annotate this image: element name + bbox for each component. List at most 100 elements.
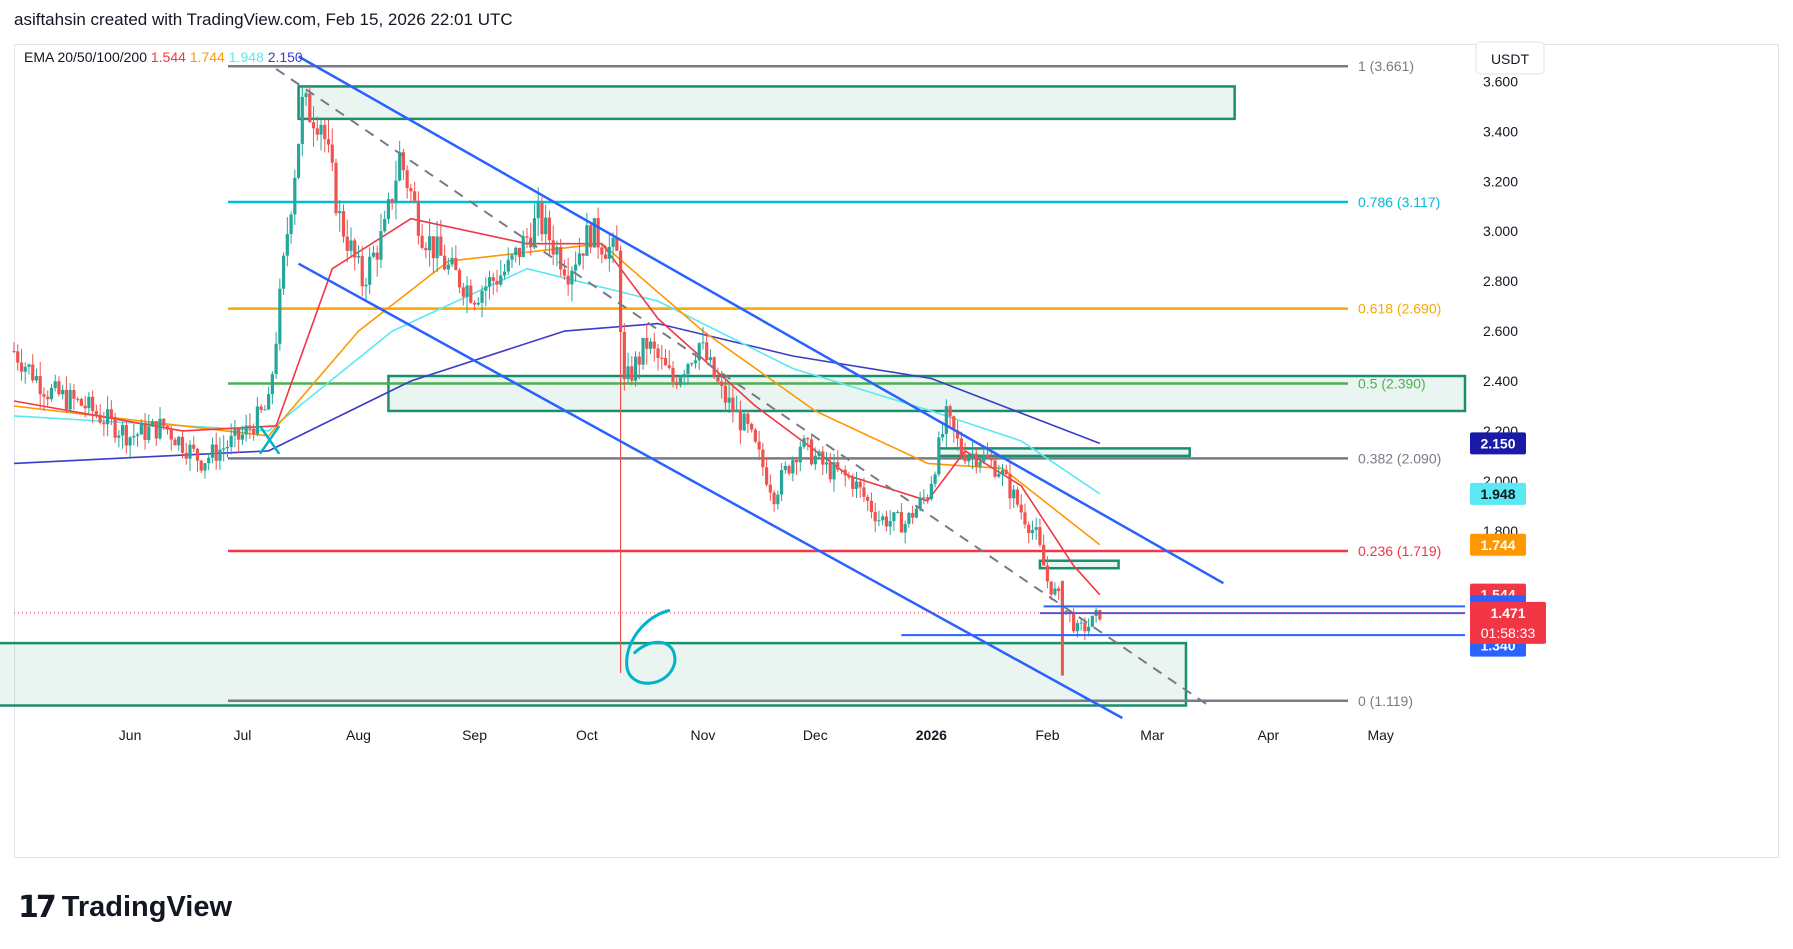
candle-body[interactable] [435, 236, 439, 259]
candle-body[interactable] [716, 377, 720, 382]
candle-body[interactable] [405, 170, 409, 189]
candle-body[interactable] [547, 217, 552, 241]
candle-body[interactable] [705, 342, 709, 361]
candle-body[interactable] [1023, 512, 1027, 525]
candle-body[interactable] [791, 460, 795, 474]
candle-body[interactable] [944, 406, 948, 435]
candle-body[interactable] [727, 397, 731, 403]
candle-body[interactable] [525, 236, 529, 238]
candle-body[interactable] [914, 508, 918, 518]
candle-body[interactable] [693, 360, 698, 364]
candle-body[interactable] [633, 356, 638, 381]
candle-body[interactable] [461, 287, 465, 297]
candle-body[interactable] [487, 277, 492, 287]
candle-body[interactable] [574, 264, 578, 271]
candle-body[interactable] [817, 451, 821, 456]
candle-body[interactable] [446, 264, 450, 270]
candle-body[interactable] [955, 430, 960, 439]
candle-body[interactable] [967, 456, 971, 462]
candle-body[interactable] [615, 237, 619, 251]
candle-body[interactable] [390, 199, 394, 203]
candle-body[interactable] [38, 376, 42, 395]
candle-body[interactable] [315, 128, 319, 135]
candle-body[interactable] [270, 374, 274, 395]
candle-body[interactable] [899, 512, 903, 533]
candle-body[interactable] [46, 396, 50, 400]
candle-body[interactable] [937, 437, 941, 475]
candle-body[interactable] [622, 332, 626, 380]
candle-body[interactable] [102, 422, 106, 425]
candle-body[interactable] [364, 284, 368, 287]
candle-body[interactable] [765, 467, 769, 485]
candle-body[interactable] [600, 247, 604, 255]
candle-body[interactable] [821, 451, 825, 465]
candle-body[interactable] [536, 202, 540, 219]
candle-body[interactable] [776, 494, 780, 505]
candle-body[interactable] [521, 236, 525, 258]
candle-body[interactable] [225, 447, 230, 449]
candle-body[interactable] [154, 421, 158, 439]
candle-body[interactable] [371, 252, 376, 257]
candle-body[interactable] [375, 252, 379, 260]
candle-body[interactable] [177, 436, 181, 446]
candle-body[interactable] [663, 358, 668, 366]
channel-upper-line[interactable] [297, 55, 1225, 585]
candle-body[interactable] [255, 406, 259, 435]
candle-body[interactable] [589, 225, 593, 248]
candle-body[interactable] [454, 257, 458, 271]
candle-body[interactable] [401, 152, 406, 171]
candle-body[interactable] [970, 453, 975, 457]
candle-body[interactable] [304, 93, 308, 97]
candle-body[interactable] [499, 275, 503, 285]
supply-demand-zone[interactable] [297, 85, 1236, 121]
candle-body[interactable] [31, 364, 35, 381]
candle-body[interactable] [353, 240, 357, 258]
candle-body[interactable] [431, 236, 435, 259]
candle-body[interactable] [847, 475, 851, 478]
candle-body[interactable] [383, 219, 387, 232]
candle-body[interactable] [128, 437, 132, 446]
candle-body[interactable] [1008, 474, 1012, 499]
dashed-trendline[interactable] [275, 68, 1213, 709]
candle-body[interactable] [139, 422, 143, 435]
candle-body[interactable] [779, 470, 784, 495]
candle-body[interactable] [604, 254, 608, 259]
candle-body[interactable] [263, 409, 267, 411]
candle-body[interactable] [210, 444, 215, 458]
candle-body[interactable] [214, 444, 218, 461]
candle-body[interactable] [124, 425, 128, 446]
candle-body[interactable] [989, 457, 993, 461]
candle-body[interactable] [87, 396, 91, 409]
candle-body[interactable] [884, 516, 889, 527]
candle-body[interactable] [506, 259, 510, 272]
candle-body[interactable] [952, 416, 956, 431]
candle-body[interactable] [802, 438, 806, 447]
candle-body[interactable] [334, 162, 338, 214]
candle-body[interactable] [772, 492, 776, 505]
candle-body[interactable] [308, 93, 312, 123]
candle-body[interactable] [701, 342, 705, 344]
candle-body[interactable] [843, 469, 847, 476]
candle-body[interactable] [192, 444, 196, 449]
candle-body[interactable] [1075, 623, 1079, 632]
candle-body[interactable] [720, 381, 724, 386]
candle-body[interactable] [832, 462, 836, 480]
candle-body[interactable] [750, 423, 754, 430]
candle-body[interactable] [162, 418, 166, 427]
candle-body[interactable] [959, 438, 963, 455]
candle-body[interactable] [1090, 615, 1094, 627]
candle-body[interactable] [326, 139, 331, 145]
candle-body[interactable] [222, 448, 226, 450]
candle-body[interactable] [517, 247, 522, 258]
candle-body[interactable] [472, 302, 477, 305]
candle-body[interactable] [19, 362, 24, 372]
candle-body[interactable] [985, 454, 990, 458]
candle-body[interactable] [195, 448, 200, 461]
candle-body[interactable] [502, 271, 507, 276]
candle-body[interactable] [907, 512, 911, 524]
candle-body[interactable] [1019, 504, 1023, 513]
candle-body[interactable] [1079, 622, 1083, 624]
candle-body[interactable] [64, 389, 69, 410]
candle-body[interactable] [1083, 622, 1087, 632]
